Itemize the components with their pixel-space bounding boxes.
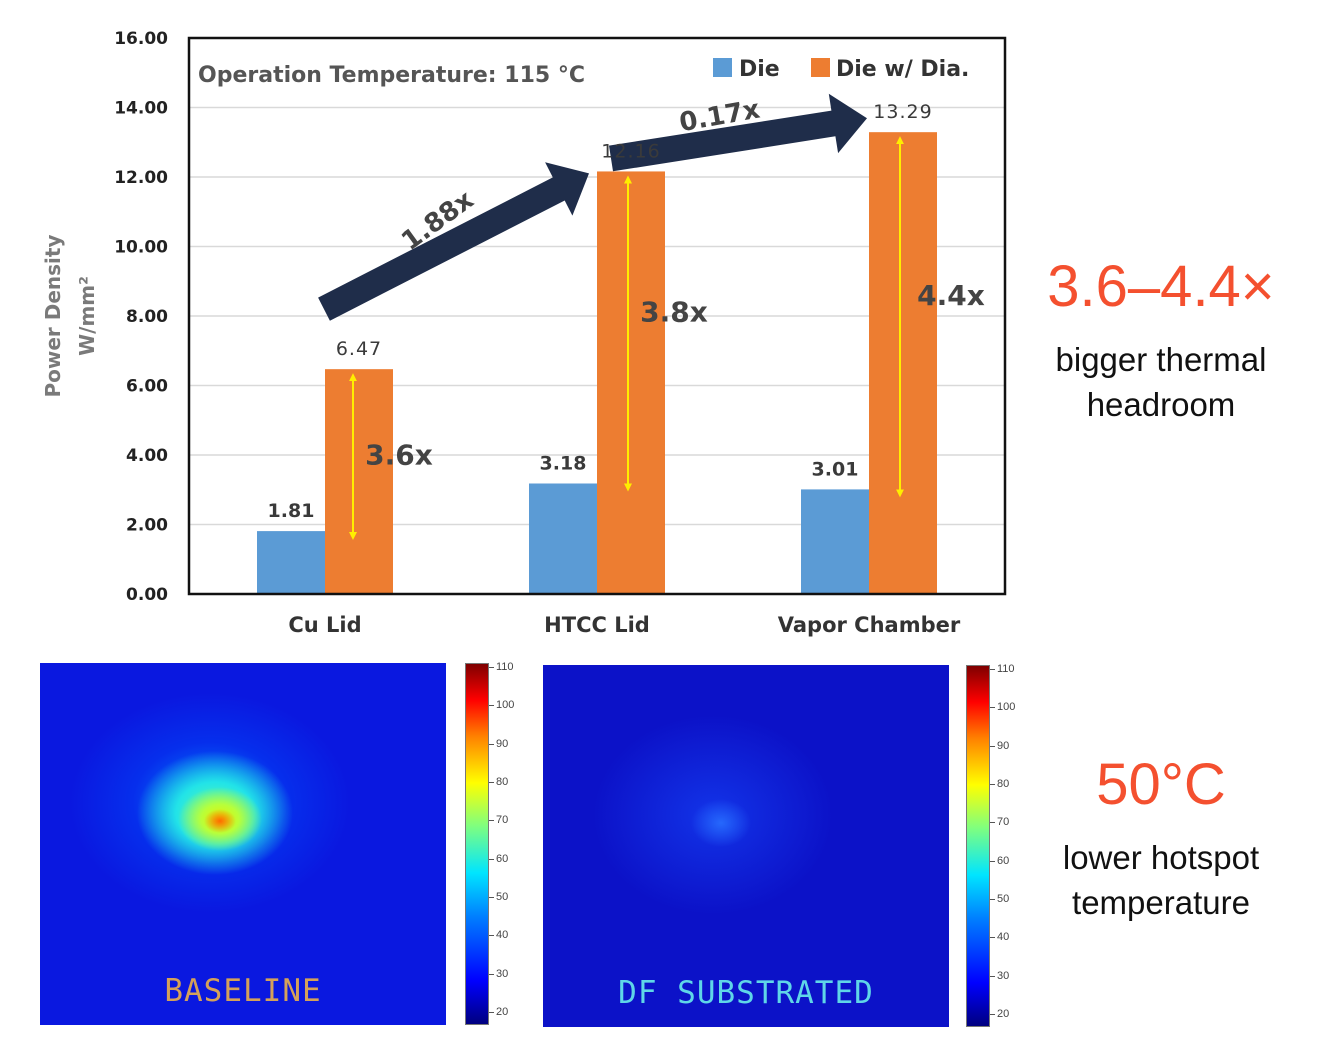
y-axis-title: Power Density W/mm² xyxy=(41,234,99,397)
colorbar-tick-1-80: 80 xyxy=(990,778,1009,790)
legend-swatch-die xyxy=(713,58,732,77)
data-label-die-htcc-lid: 3.18 xyxy=(540,452,587,474)
colorbar-tick-0-110: 110 xyxy=(489,661,514,673)
colorbar-tick-0-90: 90 xyxy=(489,738,508,750)
legend-swatch-die-with-diamond xyxy=(811,58,830,77)
y-tick-label-4: 8.00 xyxy=(126,307,168,327)
x-tick-label-vapor-chamber: Vapor Chamber xyxy=(778,613,961,637)
y-tick-label-1: 2.00 xyxy=(126,516,168,536)
data-label-die-vapor-chamber: 3.01 xyxy=(812,458,859,480)
ratio-label-0: 3.6x xyxy=(365,439,433,472)
colorbar-tick-0-70: 70 xyxy=(489,814,508,826)
colorbar-tick-0-60: 60 xyxy=(489,853,508,865)
df-substrated-colorbar xyxy=(966,665,990,1027)
bar-die-w-dia-htcc-lid xyxy=(597,171,665,594)
chart-title: Operation Temperature: 115 °C xyxy=(198,63,585,88)
colorbar-tick-0-50: 50 xyxy=(489,891,508,903)
hotspot-value: 50°C xyxy=(1096,752,1226,817)
colorbar-tick-0-40: 40 xyxy=(489,929,508,941)
colorbar-tick-1-30: 30 xyxy=(990,970,1009,982)
legend-label-die-with-diamond: Die w/ Dia. xyxy=(836,57,969,82)
bar-die-w-dia-cu-lid xyxy=(325,369,393,594)
svg-text:Power Density: Power Density xyxy=(41,234,65,397)
power-density-chart: 0.00 2.00 4.00 6.00 8.00 10.00 12.00 14.00 16.00… xyxy=(41,29,1007,637)
y-tick-label-3: 6.00 xyxy=(126,377,168,397)
plot-frame xyxy=(187,36,1007,596)
colorbar-tick-0-30: 30 xyxy=(489,968,508,980)
headroom-callout: 3.6–4.4× bigger thermal headroom xyxy=(1041,258,1281,427)
df-substrated-caption: DF SUBSTRATED xyxy=(618,975,874,1011)
y-tick-label-6: 12.00 xyxy=(114,168,168,188)
y-tick-label-8: 16.00 xyxy=(114,29,168,49)
x-tick-label-htcc-lid: HTCC Lid xyxy=(544,613,650,637)
hotspot-callout: 50°C lower hotspot temperature xyxy=(1041,756,1281,925)
colorbar-tick-0-20: 20 xyxy=(489,1006,508,1018)
colorbar-tick-1-100: 100 xyxy=(990,701,1015,713)
growth-arrow-0 xyxy=(318,162,589,321)
legend: Die Die w/ Dia. xyxy=(713,57,969,82)
colorbar-tick-1-40: 40 xyxy=(990,931,1009,943)
headroom-text-line1: bigger thermal xyxy=(1055,341,1267,378)
bar-die-vapor-chamber xyxy=(801,489,869,594)
colorbar-tick-1-70: 70 xyxy=(990,816,1009,828)
headroom-value: 3.6–4.4× xyxy=(1047,254,1275,319)
data-label-die-w-dia-vapor-chamber: 13.29 xyxy=(873,101,932,123)
bar-die-w-dia-vapor-chamber xyxy=(869,132,937,595)
baseline-caption: BASELINE xyxy=(164,973,322,1009)
data-label-die-cu-lid: 1.81 xyxy=(268,500,315,522)
baseline-thermal-map: BASELINE xyxy=(40,663,446,1025)
colorbar-tick-1-60: 60 xyxy=(990,855,1009,867)
colorbar-tick-1-20: 20 xyxy=(990,1008,1009,1020)
colorbar-tick-1-50: 50 xyxy=(990,893,1009,905)
df-substrated-colorbar-ticks: 110 100 90 80 70 60 50 40 30 20 xyxy=(990,663,1030,1027)
colorbar-tick-1-90: 90 xyxy=(990,740,1009,752)
x-tick-label-cu-lid: Cu Lid xyxy=(288,613,361,637)
colorbar-tick-0-100: 100 xyxy=(489,699,514,711)
data-label-die-w-dia-cu-lid: 6.47 xyxy=(336,338,382,360)
hotspot-text-line1: lower hotspot xyxy=(1062,839,1260,876)
baseline-colorbar-ticks: 110 100 90 80 70 60 50 40 30 20 xyxy=(489,661,529,1025)
ratio-label-1: 3.8x xyxy=(640,295,708,328)
svg-text:W/mm²: W/mm² xyxy=(75,276,99,356)
hotspot-text-line2: temperature xyxy=(1072,883,1250,921)
baseline-colorbar xyxy=(465,663,489,1025)
headroom-text-line2: headroom xyxy=(1086,385,1236,423)
colorbar-tick-0-80: 80 xyxy=(489,776,508,788)
df-substrated-thermal-map: DF SUBSTRATED xyxy=(543,665,949,1027)
colorbar-tick-1-110: 110 xyxy=(990,663,1015,675)
ratio-label-2: 4.4x xyxy=(917,279,985,312)
bar-die-cu-lid xyxy=(257,531,325,594)
y-tick-label-5: 10.00 xyxy=(114,238,168,258)
bar-die-htcc-lid xyxy=(529,483,597,594)
growth-arrow-1 xyxy=(609,93,867,172)
y-tick-label-7: 14.00 xyxy=(114,99,168,119)
data-label-die-w-dia-htcc-lid: 12.16 xyxy=(601,140,660,162)
y-tick-label-0: 0.00 xyxy=(126,585,168,605)
legend-label-die: Die xyxy=(739,57,780,82)
y-tick-label-2: 4.00 xyxy=(126,446,168,466)
